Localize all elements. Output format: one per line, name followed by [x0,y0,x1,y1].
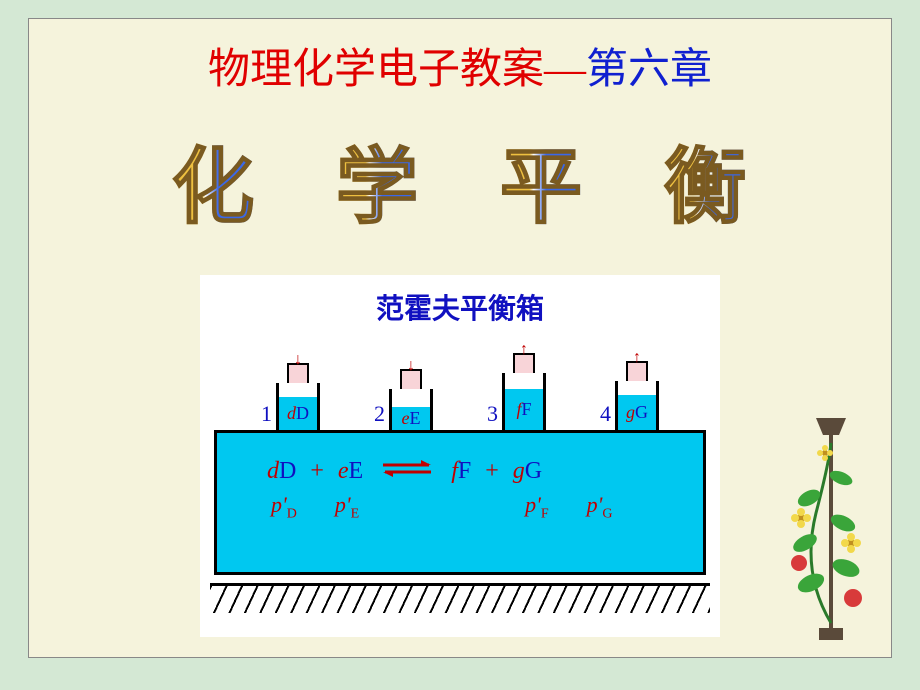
stylized-char-2: 平 [500,120,584,239]
piston-number: 3 [487,401,498,427]
piston-fill: gG [618,395,656,430]
term-fF: fF [451,458,471,485]
piston-species: E [410,408,421,429]
equilibrium-arrow-icon [377,457,437,486]
piston-unit-4: 4↑gG [600,379,659,433]
piston-cap: ↑ [513,353,535,373]
stylized-char-0: 化 [172,120,256,239]
page-title: 物理化学电子教案—第六章 [29,19,891,96]
stylized-char-3: 衡 [664,120,748,239]
term-gG: gG [513,458,542,485]
piston-fill: eE [392,407,430,430]
stylized-heading: 化 学 平 衡 [29,114,891,245]
piston-number: 1 [261,401,272,427]
piston-cap: ↓ [400,369,422,389]
equilibrium-tank: dD + eE fF + gG p'D p'E [214,430,706,575]
piston-unit-3: 3↑fF [487,371,546,433]
piston: ↑fF [502,371,546,433]
piston-cap: ↓ [287,363,309,383]
diagram-container: 范霍夫平衡箱 1↓dD2↓eE3↑fF4↑gG dD + eE fF + gG [200,275,720,637]
piston-row: 1↓dD2↓eE3↑fF4↑gG [214,333,706,433]
piston-gap [279,383,317,397]
piston-species: D [296,403,309,424]
p-gap [397,492,487,522]
piston-coef: g [626,402,635,423]
p-D: p'D [271,492,297,522]
piston-cylinder: eE [389,389,433,433]
title-part-2: 第六章 [586,47,712,93]
piston-number: 4 [600,401,611,427]
plant-decoration-icon [761,403,881,643]
piston-gap [392,389,430,407]
term-dD: dD [267,458,296,485]
piston-cap: ↑ [626,361,648,381]
piston: ↑gG [615,379,659,433]
piston-unit-1: 1↓dD [261,381,320,433]
piston-cylinder: dD [276,383,320,433]
p-G: p'G [587,492,613,522]
plus-1: + [310,458,324,485]
piston-coef: e [402,408,410,429]
pressure-line: p'D p'E p'F p'G [267,492,673,522]
piston-fill: dD [279,397,317,430]
piston-gap [618,381,656,395]
slide-canvas: 物理化学电子教案—第六章 化 学 平 衡 范霍夫平衡箱 1↓dD2↓eE3↑fF… [28,18,892,658]
stylized-char-1: 学 [336,120,420,239]
p-E: p'E [335,492,359,522]
piston-number: 2 [374,401,385,427]
arrow-up-icon: ↑ [520,341,528,359]
diagram-title: 范霍夫平衡箱 [214,287,706,327]
piston-unit-2: 2↓eE [374,387,433,433]
piston-species: G [635,402,648,423]
piston-cylinder: fF [502,373,546,433]
piston: ↓eE [389,387,433,433]
piston: ↓dD [276,381,320,433]
term-eE: eE [338,458,363,485]
arrow-up-icon: ↑ [633,349,641,367]
piston-species: F [522,399,532,420]
piston-fill: fF [505,389,543,430]
piston-coef: d [287,403,296,424]
equation-line: dD + eE fF + gG [267,457,673,486]
piston-gap [505,373,543,389]
p-F: p'F [525,492,549,522]
ground-hatching [210,583,710,613]
arrow-down-icon: ↓ [407,357,415,375]
title-part-1: 物理化学电子教案— [208,47,586,93]
arrow-down-icon: ↓ [294,351,302,369]
piston-cylinder: gG [615,381,659,433]
plus-2: + [485,458,499,485]
